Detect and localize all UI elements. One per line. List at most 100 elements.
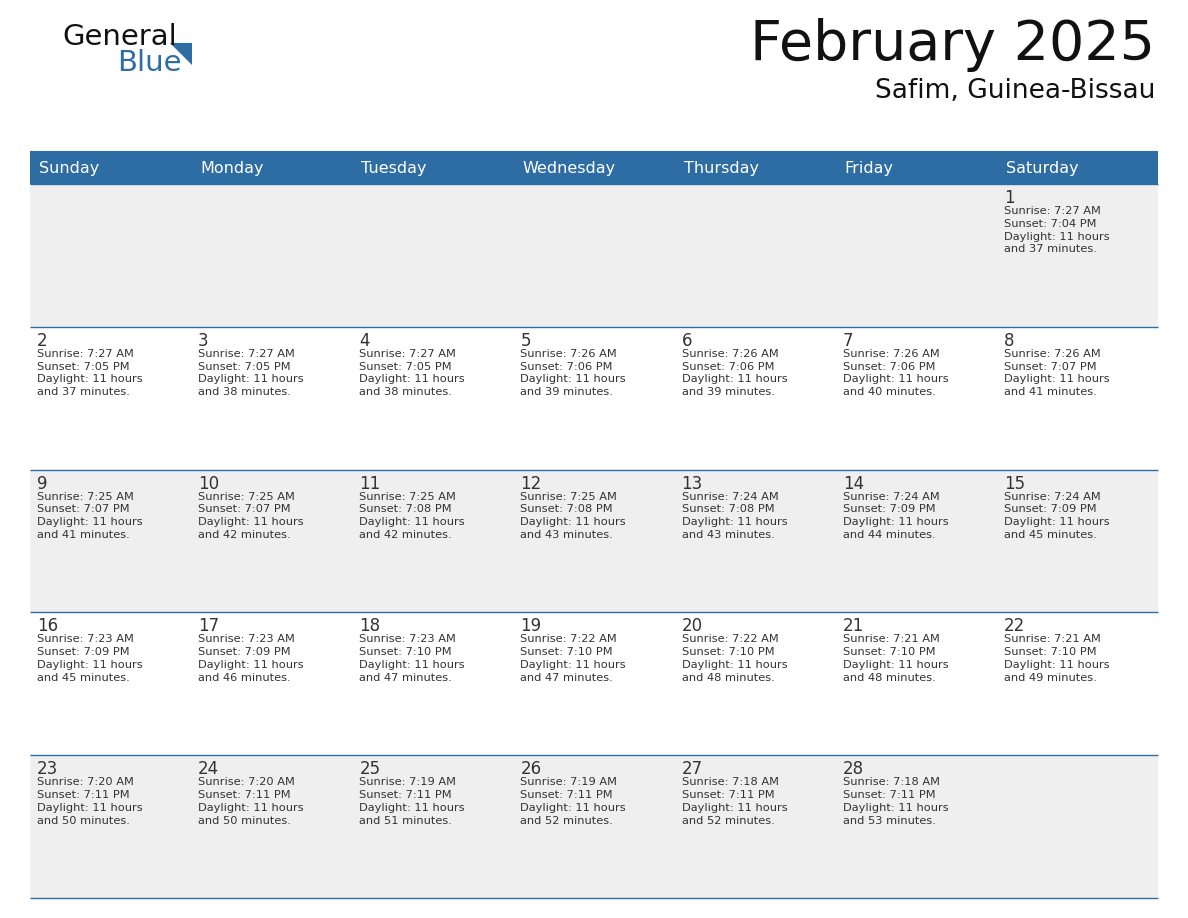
Bar — [513, 184, 675, 327]
Bar — [191, 327, 353, 470]
Text: Sunrise: 7:21 AM
Sunset: 7:10 PM
Daylight: 11 hours
and 49 minutes.: Sunrise: 7:21 AM Sunset: 7:10 PM Dayligh… — [1004, 634, 1110, 683]
Text: 3: 3 — [198, 331, 209, 350]
Bar — [353, 152, 513, 184]
Bar — [835, 756, 997, 898]
Text: Sunrise: 7:24 AM
Sunset: 7:09 PM
Daylight: 11 hours
and 45 minutes.: Sunrise: 7:24 AM Sunset: 7:09 PM Dayligh… — [1004, 492, 1110, 540]
Text: Sunrise: 7:18 AM
Sunset: 7:11 PM
Daylight: 11 hours
and 52 minutes.: Sunrise: 7:18 AM Sunset: 7:11 PM Dayligh… — [682, 778, 788, 825]
Text: Wednesday: Wednesday — [523, 161, 615, 175]
Bar — [997, 470, 1158, 612]
Text: Saturday: Saturday — [1006, 161, 1079, 175]
Bar — [513, 756, 675, 898]
Text: Sunday: Sunday — [39, 161, 100, 175]
Bar — [30, 152, 191, 184]
Text: 20: 20 — [682, 618, 702, 635]
Bar — [513, 152, 675, 184]
Bar — [353, 470, 513, 612]
Text: Sunrise: 7:27 AM
Sunset: 7:05 PM
Daylight: 11 hours
and 37 minutes.: Sunrise: 7:27 AM Sunset: 7:05 PM Dayligh… — [37, 349, 143, 397]
Text: Sunrise: 7:20 AM
Sunset: 7:11 PM
Daylight: 11 hours
and 50 minutes.: Sunrise: 7:20 AM Sunset: 7:11 PM Dayligh… — [37, 778, 143, 825]
Bar — [675, 184, 835, 327]
Bar — [997, 612, 1158, 756]
Bar — [835, 327, 997, 470]
Bar — [835, 152, 997, 184]
Text: 25: 25 — [359, 760, 380, 778]
Bar — [30, 612, 191, 756]
Text: Sunrise: 7:27 AM
Sunset: 7:05 PM
Daylight: 11 hours
and 38 minutes.: Sunrise: 7:27 AM Sunset: 7:05 PM Dayligh… — [198, 349, 304, 397]
Text: Sunrise: 7:26 AM
Sunset: 7:06 PM
Daylight: 11 hours
and 39 minutes.: Sunrise: 7:26 AM Sunset: 7:06 PM Dayligh… — [520, 349, 626, 397]
Bar — [675, 470, 835, 612]
Text: Sunrise: 7:18 AM
Sunset: 7:11 PM
Daylight: 11 hours
and 53 minutes.: Sunrise: 7:18 AM Sunset: 7:11 PM Dayligh… — [842, 778, 948, 825]
Text: 12: 12 — [520, 475, 542, 493]
Bar — [835, 184, 997, 327]
Text: February 2025: February 2025 — [750, 18, 1155, 72]
Text: 5: 5 — [520, 331, 531, 350]
Bar — [513, 470, 675, 612]
Text: Sunrise: 7:20 AM
Sunset: 7:11 PM
Daylight: 11 hours
and 50 minutes.: Sunrise: 7:20 AM Sunset: 7:11 PM Dayligh… — [198, 778, 304, 825]
Text: Sunrise: 7:19 AM
Sunset: 7:11 PM
Daylight: 11 hours
and 52 minutes.: Sunrise: 7:19 AM Sunset: 7:11 PM Dayligh… — [520, 778, 626, 825]
Bar — [191, 152, 353, 184]
Text: Blue: Blue — [116, 49, 182, 77]
Text: Monday: Monday — [200, 161, 264, 175]
Text: 14: 14 — [842, 475, 864, 493]
Bar — [835, 470, 997, 612]
Text: 6: 6 — [682, 331, 693, 350]
Text: 27: 27 — [682, 760, 702, 778]
Text: 10: 10 — [198, 475, 220, 493]
Text: Sunrise: 7:21 AM
Sunset: 7:10 PM
Daylight: 11 hours
and 48 minutes.: Sunrise: 7:21 AM Sunset: 7:10 PM Dayligh… — [842, 634, 948, 683]
Text: General: General — [62, 23, 177, 51]
Bar — [30, 327, 191, 470]
Bar — [353, 184, 513, 327]
Text: Sunrise: 7:23 AM
Sunset: 7:09 PM
Daylight: 11 hours
and 46 minutes.: Sunrise: 7:23 AM Sunset: 7:09 PM Dayligh… — [198, 634, 304, 683]
Text: 7: 7 — [842, 331, 853, 350]
Text: 11: 11 — [359, 475, 380, 493]
Text: 4: 4 — [359, 331, 369, 350]
Bar — [675, 756, 835, 898]
Bar — [191, 756, 353, 898]
Text: 1: 1 — [1004, 189, 1015, 207]
Bar — [191, 612, 353, 756]
Text: 17: 17 — [198, 618, 220, 635]
Bar — [353, 612, 513, 756]
Text: 2: 2 — [37, 331, 48, 350]
Text: Sunrise: 7:25 AM
Sunset: 7:08 PM
Daylight: 11 hours
and 42 minutes.: Sunrise: 7:25 AM Sunset: 7:08 PM Dayligh… — [359, 492, 465, 540]
Bar — [353, 756, 513, 898]
Bar — [997, 152, 1158, 184]
Text: Sunrise: 7:24 AM
Sunset: 7:09 PM
Daylight: 11 hours
and 44 minutes.: Sunrise: 7:24 AM Sunset: 7:09 PM Dayligh… — [842, 492, 948, 540]
Text: Sunrise: 7:23 AM
Sunset: 7:10 PM
Daylight: 11 hours
and 47 minutes.: Sunrise: 7:23 AM Sunset: 7:10 PM Dayligh… — [359, 634, 465, 683]
Bar — [835, 612, 997, 756]
Text: 21: 21 — [842, 618, 864, 635]
Text: Safim, Guinea-Bissau: Safim, Guinea-Bissau — [874, 78, 1155, 104]
Bar — [997, 184, 1158, 327]
Text: Sunrise: 7:22 AM
Sunset: 7:10 PM
Daylight: 11 hours
and 48 minutes.: Sunrise: 7:22 AM Sunset: 7:10 PM Dayligh… — [682, 634, 788, 683]
Text: Sunrise: 7:26 AM
Sunset: 7:06 PM
Daylight: 11 hours
and 39 minutes.: Sunrise: 7:26 AM Sunset: 7:06 PM Dayligh… — [682, 349, 788, 397]
Bar — [675, 152, 835, 184]
Text: Sunrise: 7:27 AM
Sunset: 7:05 PM
Daylight: 11 hours
and 38 minutes.: Sunrise: 7:27 AM Sunset: 7:05 PM Dayligh… — [359, 349, 465, 397]
Text: Sunrise: 7:27 AM
Sunset: 7:04 PM
Daylight: 11 hours
and 37 minutes.: Sunrise: 7:27 AM Sunset: 7:04 PM Dayligh… — [1004, 206, 1110, 254]
Text: Sunrise: 7:19 AM
Sunset: 7:11 PM
Daylight: 11 hours
and 51 minutes.: Sunrise: 7:19 AM Sunset: 7:11 PM Dayligh… — [359, 778, 465, 825]
Text: Friday: Friday — [845, 161, 893, 175]
Text: 24: 24 — [198, 760, 220, 778]
Text: 26: 26 — [520, 760, 542, 778]
Bar — [513, 327, 675, 470]
Bar — [30, 470, 191, 612]
Bar — [191, 470, 353, 612]
Bar — [30, 756, 191, 898]
Text: Sunrise: 7:25 AM
Sunset: 7:07 PM
Daylight: 11 hours
and 42 minutes.: Sunrise: 7:25 AM Sunset: 7:07 PM Dayligh… — [198, 492, 304, 540]
Polygon shape — [170, 43, 192, 65]
Bar — [513, 612, 675, 756]
Text: 18: 18 — [359, 618, 380, 635]
Text: 13: 13 — [682, 475, 703, 493]
Bar — [675, 327, 835, 470]
Text: Sunrise: 7:22 AM
Sunset: 7:10 PM
Daylight: 11 hours
and 47 minutes.: Sunrise: 7:22 AM Sunset: 7:10 PM Dayligh… — [520, 634, 626, 683]
Bar — [191, 184, 353, 327]
Text: 9: 9 — [37, 475, 48, 493]
Text: Sunrise: 7:24 AM
Sunset: 7:08 PM
Daylight: 11 hours
and 43 minutes.: Sunrise: 7:24 AM Sunset: 7:08 PM Dayligh… — [682, 492, 788, 540]
Text: Sunrise: 7:23 AM
Sunset: 7:09 PM
Daylight: 11 hours
and 45 minutes.: Sunrise: 7:23 AM Sunset: 7:09 PM Dayligh… — [37, 634, 143, 683]
Text: Sunrise: 7:26 AM
Sunset: 7:06 PM
Daylight: 11 hours
and 40 minutes.: Sunrise: 7:26 AM Sunset: 7:06 PM Dayligh… — [842, 349, 948, 397]
Text: 28: 28 — [842, 760, 864, 778]
Bar — [30, 184, 191, 327]
Text: Sunrise: 7:25 AM
Sunset: 7:08 PM
Daylight: 11 hours
and 43 minutes.: Sunrise: 7:25 AM Sunset: 7:08 PM Dayligh… — [520, 492, 626, 540]
Text: 16: 16 — [37, 618, 58, 635]
Bar — [353, 327, 513, 470]
Bar — [675, 612, 835, 756]
Bar — [997, 327, 1158, 470]
